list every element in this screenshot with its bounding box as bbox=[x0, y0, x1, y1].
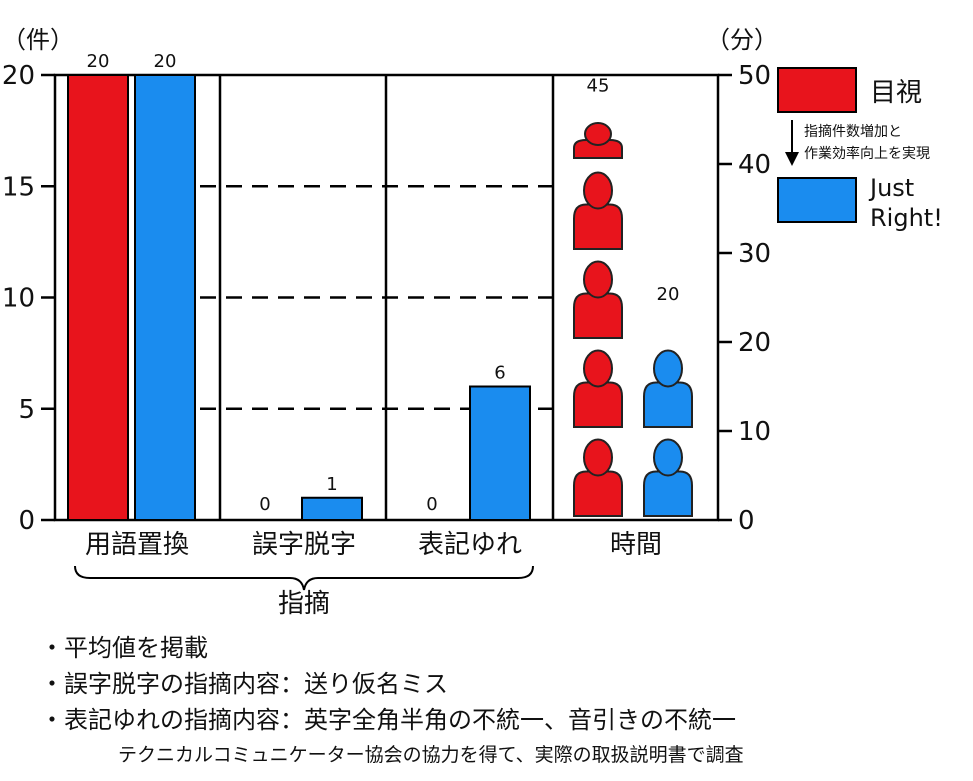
right-axis-unit: （分） bbox=[706, 26, 778, 54]
person-icon-visual bbox=[573, 171, 623, 250]
category-label: 誤字脱字 bbox=[252, 530, 356, 560]
person-icon-visual bbox=[573, 260, 623, 339]
data-label: 6 bbox=[494, 363, 505, 384]
data-label: 20 bbox=[87, 51, 110, 72]
person-icon-visual bbox=[573, 438, 623, 517]
data-label: 20 bbox=[154, 51, 177, 72]
note-typo-content: ・誤字脱字の指摘内容：送り仮名ミス bbox=[40, 670, 448, 698]
bar-visual bbox=[67, 74, 129, 521]
group-label: 指摘 bbox=[278, 589, 330, 619]
legend-arrow-text: 指摘件数増加と bbox=[804, 123, 902, 140]
left-tick-label: 10 bbox=[2, 284, 35, 314]
legend-swatch-visual bbox=[777, 67, 857, 113]
right-tick-label: 30 bbox=[738, 239, 771, 269]
category-label: 時間 bbox=[610, 530, 662, 560]
person-icon-justright bbox=[643, 349, 693, 428]
right-tick-label: 40 bbox=[738, 150, 771, 180]
legend-swatch-justright bbox=[777, 177, 857, 223]
data-label: 45 bbox=[587, 76, 610, 97]
group-brace bbox=[74, 565, 534, 591]
person-icon-justright bbox=[643, 438, 693, 517]
legend-label-visual: 目視 bbox=[870, 78, 922, 108]
right-tick-label: 10 bbox=[738, 417, 771, 447]
footer-source: テクニカルコミュニケーター協会の協力を得て、実際の取扱説明書で調査 bbox=[118, 744, 744, 766]
person-icon-visual bbox=[573, 349, 623, 428]
bar-justright bbox=[469, 385, 531, 521]
legend-label-justright-line1: Just bbox=[868, 174, 914, 202]
data-label: 0 bbox=[426, 494, 437, 515]
right-tick-label: 20 bbox=[738, 328, 771, 358]
category-label: 用語置換 bbox=[85, 530, 189, 560]
left-tick-label: 15 bbox=[2, 172, 35, 202]
left-tick-label: 20 bbox=[2, 61, 35, 91]
left-axis-unit: （件） bbox=[2, 26, 74, 54]
data-label: 0 bbox=[259, 494, 270, 515]
legend-arrow-head bbox=[785, 152, 799, 166]
right-tick-label: 50 bbox=[738, 61, 771, 91]
data-label: 1 bbox=[326, 474, 337, 495]
bar-justright bbox=[134, 74, 196, 521]
left-tick-label: 5 bbox=[18, 395, 35, 425]
right-tick-label: 0 bbox=[738, 506, 755, 536]
note-average: ・平均値を掲載 bbox=[40, 634, 208, 662]
bar-justright bbox=[301, 496, 363, 521]
legend-arrow-text: 作業効率向上を実現 bbox=[804, 145, 930, 162]
legend-label-justright-line2: Right! bbox=[870, 204, 943, 232]
left-tick-label: 0 bbox=[18, 506, 35, 536]
category-label: 表記ゆれ bbox=[418, 530, 522, 560]
person-icon-visual bbox=[573, 122, 623, 159]
note-notation-content: ・表記ゆれの指摘内容：英字全角半角の不統一、音引きの不統一 bbox=[40, 706, 736, 734]
data-label: 20 bbox=[657, 284, 680, 305]
